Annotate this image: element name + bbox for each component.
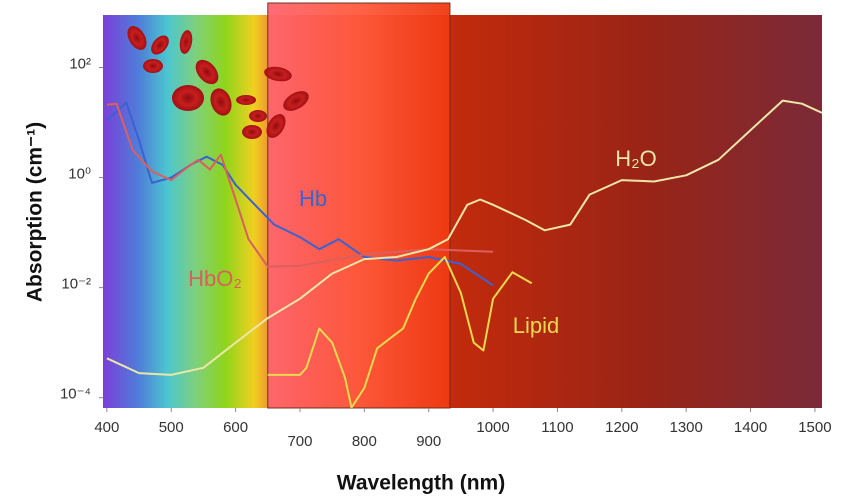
x-tick-label: 600 bbox=[223, 419, 248, 436]
blood-cell bbox=[249, 110, 267, 122]
x-tick-label: 700 bbox=[287, 433, 312, 450]
x-tick-label: 1400 bbox=[734, 419, 767, 436]
x-tick-label: 1000 bbox=[476, 419, 509, 436]
x-tick-label: 400 bbox=[94, 419, 119, 436]
x-tick-label: 500 bbox=[159, 419, 184, 436]
x-tick-label: 1200 bbox=[605, 419, 638, 436]
highlight-window bbox=[268, 3, 450, 408]
chart: Wavelength (nm) Absorption (cm⁻¹) 400 500… bbox=[0, 0, 843, 502]
y-axis-label: Absorption (cm⁻¹) bbox=[24, 122, 47, 302]
series-label: Lipid bbox=[513, 313, 559, 338]
y-tick-label: 10⁻⁴ bbox=[60, 386, 91, 403]
series-label: H₂O bbox=[615, 146, 657, 171]
series-label: Hb bbox=[299, 186, 327, 211]
y-tick-label: 10⁻² bbox=[61, 276, 91, 293]
y-tick-label: 10⁰ bbox=[68, 166, 91, 183]
x-tick-label: 900 bbox=[416, 433, 441, 450]
blood-cell bbox=[143, 59, 163, 73]
x-axis-label: Wavelength (nm) bbox=[337, 472, 505, 495]
blood-cell bbox=[236, 95, 256, 105]
x-tick-label: 800 bbox=[352, 433, 377, 450]
x-tick-label: 1500 bbox=[798, 419, 831, 436]
y-tick-label: 10² bbox=[69, 55, 91, 72]
series-label: HbO₂ bbox=[188, 266, 242, 291]
x-tick-label: 1300 bbox=[669, 419, 702, 436]
blood-cell bbox=[242, 125, 262, 139]
blood-cell bbox=[172, 85, 204, 111]
x-tick-label: 1100 bbox=[541, 419, 573, 436]
